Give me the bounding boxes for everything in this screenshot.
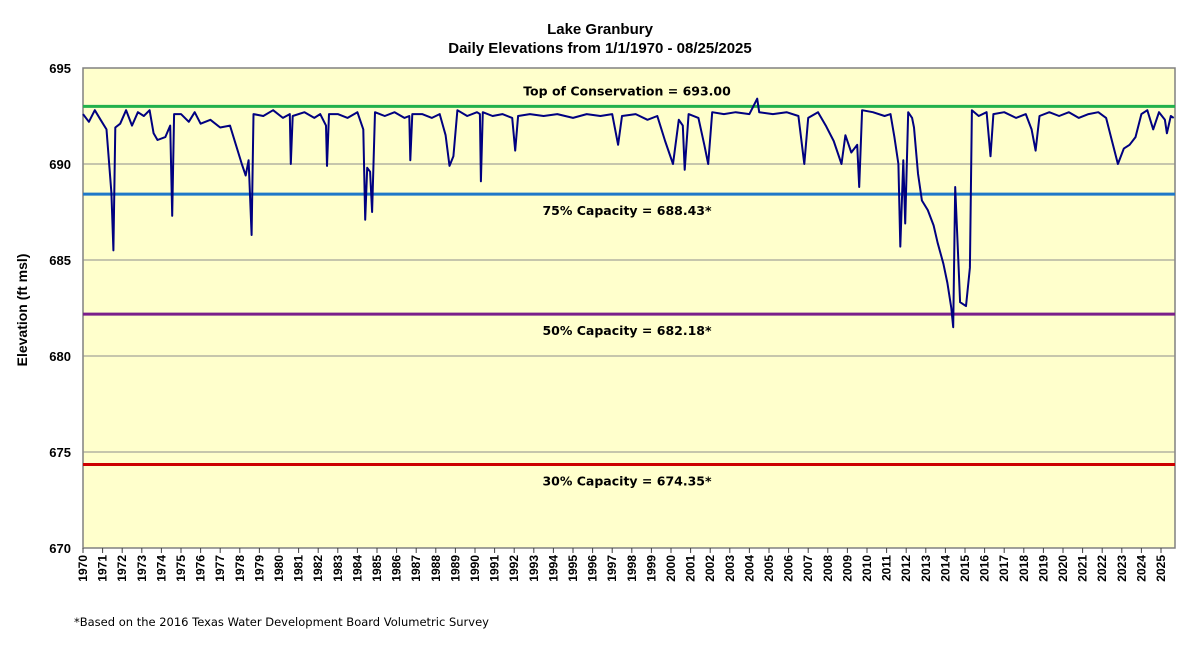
x-tick-label: 2002 (703, 555, 717, 582)
x-tick-label: 2014 (938, 555, 952, 582)
x-tick-label: 1987 (409, 555, 423, 582)
x-tick-label: 1996 (586, 555, 600, 582)
chart-title: Lake Granbury (547, 21, 654, 38)
x-tick-label: 2025 (1154, 555, 1168, 582)
x-tick-label: 2013 (919, 555, 933, 582)
x-tick-label: 1999 (644, 555, 658, 582)
y-tick-label: 670 (49, 541, 71, 556)
x-tick-label: 2008 (821, 555, 835, 582)
y-tick-label: 690 (49, 157, 71, 172)
x-tick-label: 2000 (664, 555, 678, 582)
x-tick-label: 2010 (860, 555, 874, 582)
x-tick-label: 2001 (684, 555, 698, 582)
x-tick-label: 1990 (468, 555, 482, 582)
x-tick-label: 1985 (370, 555, 384, 582)
reference-line-label: 75% Capacity = 688.43* (542, 203, 711, 218)
x-tick-label: 1986 (390, 555, 404, 582)
x-tick-label: 2017 (997, 555, 1011, 582)
x-tick-label: 1994 (546, 555, 560, 582)
x-tick-label: 2020 (1056, 555, 1070, 582)
reference-line-label: 30% Capacity = 674.35* (542, 473, 711, 488)
x-tick-label: 1984 (350, 555, 364, 582)
x-tick-label: 1992 (507, 555, 521, 582)
x-tick-label: 2021 (1076, 555, 1090, 582)
x-tick-label: 1995 (566, 555, 580, 582)
y-tick-label: 680 (49, 349, 71, 364)
x-tick-label: 2007 (801, 555, 815, 582)
x-tick-label: 2023 (1115, 555, 1129, 582)
x-tick-label: 1998 (625, 555, 639, 582)
x-tick-label: 2019 (1036, 555, 1050, 582)
x-tick-label: 1997 (605, 555, 619, 582)
x-tick-label: 2024 (1134, 555, 1148, 582)
x-tick-label: 1989 (448, 555, 462, 582)
x-tick-label: 1991 (488, 555, 502, 582)
reference-line-label: 50% Capacity = 682.18* (542, 323, 711, 338)
x-tick-label: 1975 (174, 555, 188, 582)
footnote: *Based on the 2016 Texas Water Developme… (74, 615, 489, 629)
x-tick-label: 1993 (527, 555, 541, 582)
x-tick-label: 1977 (213, 555, 227, 582)
y-tick-label: 685 (49, 253, 71, 268)
x-tick-label: 2011 (880, 555, 894, 581)
x-tick-label: 1973 (135, 555, 149, 582)
x-tick-label: 1982 (311, 555, 325, 582)
x-tick-label: 2005 (762, 555, 776, 582)
x-tick-label: 1976 (194, 555, 208, 582)
x-tick-label: 1983 (331, 555, 345, 582)
x-tick-label: 2022 (1095, 555, 1109, 582)
x-tick-label: 1980 (272, 555, 286, 582)
x-tick-label: 1974 (154, 555, 168, 582)
x-tick-label: 2018 (1017, 555, 1031, 582)
y-axis-label: Elevation (ft msl) (14, 254, 30, 367)
elevation-series-line (82, 97, 1175, 329)
x-tick-label: 2016 (978, 555, 992, 582)
x-tick-label: 1970 (76, 555, 90, 582)
plot-area (82, 67, 1176, 549)
x-tick-label: 1972 (115, 555, 129, 582)
x-tick-label: 1981 (292, 555, 306, 582)
y-tick-label: 695 (49, 61, 71, 76)
x-tick-label: 2015 (958, 555, 972, 582)
x-tick-label: 2004 (742, 555, 756, 582)
x-tick-label: 2006 (782, 555, 796, 582)
x-tick-label: 1988 (429, 555, 443, 582)
x-tick-label: 2009 (840, 555, 854, 582)
x-tick-label: 1971 (96, 555, 110, 582)
chart-subtitle: Daily Elevations from 1/1/1970 - 08/25/2… (448, 40, 752, 57)
x-tick-label: 2012 (899, 555, 913, 582)
reference-line-label: Top of Conservation = 693.00 (523, 83, 731, 98)
x-tick-label: 1978 (233, 555, 247, 582)
x-tick-label: 2003 (723, 555, 737, 582)
y-tick-label: 675 (49, 445, 71, 460)
x-tick-label: 1979 (252, 555, 266, 582)
